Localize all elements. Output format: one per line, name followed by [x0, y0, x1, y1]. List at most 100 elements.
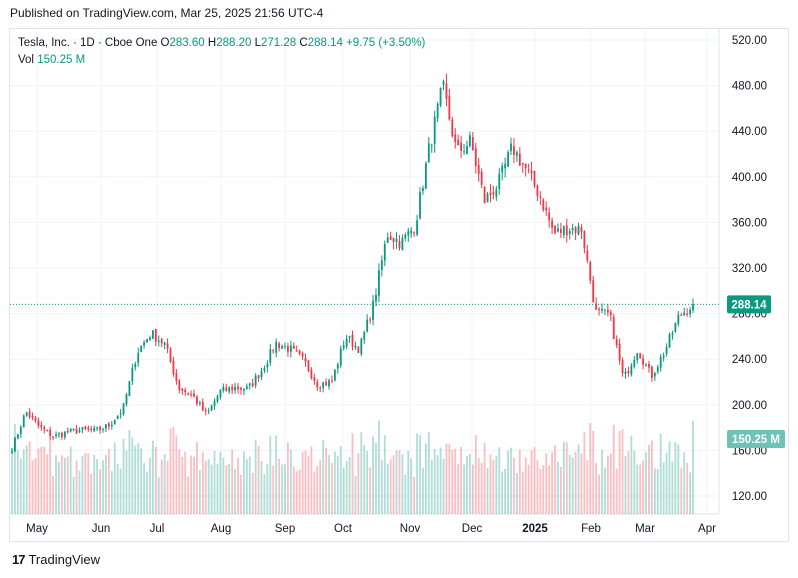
brand-name: TradingView: [28, 552, 101, 567]
volume-bar: [624, 455, 627, 514]
volume-bar: [604, 467, 606, 514]
x-tick-label: Jun: [92, 523, 111, 535]
volume-bar: [419, 435, 421, 514]
candle-body: [457, 139, 460, 146]
candle-body: [636, 353, 639, 361]
volume-bar: [639, 464, 642, 514]
volume-bar: [692, 420, 694, 514]
volume-bar: [184, 451, 187, 514]
candle-body: [430, 144, 433, 146]
candle-body: [157, 340, 160, 342]
volume-bar: [380, 460, 383, 514]
candle-body: [122, 403, 125, 414]
volume-bar: [659, 433, 662, 514]
candle-body: [448, 96, 451, 120]
candle-body: [319, 387, 322, 389]
volume-bar: [22, 449, 25, 514]
candle-body: [193, 393, 195, 397]
candle-body: [248, 383, 251, 386]
candle-body: [87, 427, 90, 430]
volume-bar: [407, 451, 410, 514]
candle-body: [19, 427, 22, 435]
candle-body: [483, 186, 486, 204]
candle-body: [615, 339, 618, 346]
legend-open-label: O: [160, 37, 170, 49]
candle-body: [413, 232, 416, 234]
candle-body: [436, 103, 439, 119]
candle-body: [204, 409, 207, 412]
candle-body: [404, 234, 407, 239]
x-tick-label: May: [26, 523, 48, 535]
volume-bar: [642, 460, 645, 514]
volume-bar: [589, 423, 592, 514]
candle-body: [14, 437, 16, 452]
candle-body: [580, 227, 583, 233]
volume-bar: [272, 465, 275, 514]
candle-body: [439, 87, 442, 106]
candle-body: [424, 163, 427, 189]
candle-body: [198, 402, 201, 404]
candle-body: [331, 380, 333, 382]
candle-body: [140, 346, 143, 352]
volume-bar: [193, 456, 195, 514]
candle-body: [639, 353, 642, 359]
chart-frame[interactable]: [9, 28, 789, 542]
x-tick-label: Jul: [150, 523, 165, 535]
candle-body: [668, 334, 671, 348]
volume-bar: [14, 423, 16, 514]
volume-bar: [383, 435, 386, 514]
candle-body: [63, 431, 66, 438]
volume-bar: [257, 445, 260, 514]
candle-body: [480, 171, 483, 185]
candle-body: [201, 401, 204, 411]
volume-bar: [298, 469, 301, 514]
candle-body: [460, 142, 463, 151]
candle-body: [336, 364, 339, 369]
candle-body: [345, 338, 348, 347]
candle-body: [128, 381, 131, 396]
volume-bar: [627, 451, 630, 514]
candle-body: [442, 81, 445, 85]
candle-body: [266, 363, 269, 368]
volume-bar: [463, 464, 465, 514]
candle-body: [592, 280, 595, 303]
volume-bar: [424, 443, 427, 514]
volume-bar: [557, 461, 559, 514]
candle-body: [284, 345, 286, 347]
candle-body: [160, 339, 163, 344]
volume-bar: [536, 460, 539, 514]
candle-body: [645, 364, 647, 367]
volume-bar: [469, 453, 471, 514]
candle-body: [22, 415, 25, 428]
volume-bar: [37, 448, 40, 514]
volume-bar: [533, 447, 536, 514]
volume-bar: [157, 477, 160, 514]
volume-bar: [427, 432, 430, 514]
candle-body: [474, 148, 477, 166]
volume-bar: [451, 449, 454, 514]
volume-bar: [580, 453, 583, 514]
candle-body: [427, 143, 430, 163]
volume-bar: [360, 432, 363, 514]
candle-body: [692, 304, 694, 311]
candle-body: [216, 396, 219, 402]
candle-body: [665, 347, 668, 354]
candle-body: [66, 430, 69, 433]
volume-bar: [151, 440, 154, 514]
candle-body: [333, 369, 336, 381]
volume-bar: [389, 459, 392, 514]
volume-bar: [190, 455, 192, 514]
candles-group: [11, 73, 694, 454]
volume-bar: [354, 476, 357, 514]
candle-body: [342, 345, 345, 349]
volume-bar: [653, 468, 656, 514]
volume-bar: [72, 476, 75, 514]
candle-body: [633, 359, 636, 367]
volume-bar: [116, 463, 119, 514]
volume-bar: [401, 454, 404, 514]
y-tick-label: 440.00: [732, 126, 767, 138]
tradingview-brand[interactable]: 17 TradingView: [12, 552, 100, 567]
candle-body: [304, 358, 307, 362]
volume-bar: [668, 441, 671, 514]
